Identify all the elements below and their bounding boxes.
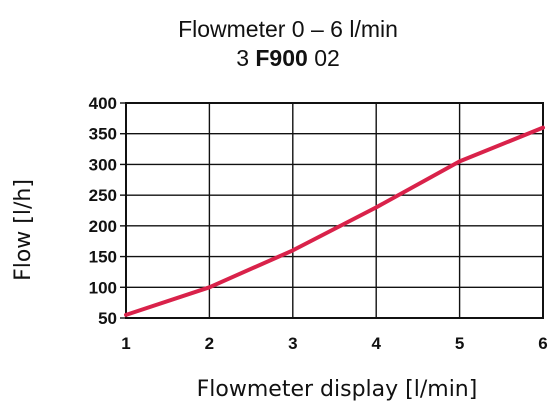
y-tick-label: 200: [89, 217, 117, 236]
axis-ticks: 1 2 3 4 5 6 50 100 150 200 250 300 350 400: [89, 94, 548, 353]
x-tick-label: 4: [371, 334, 381, 353]
x-tick-label: 5: [455, 334, 464, 353]
chart-title-prefix: 3: [236, 45, 255, 71]
x-tick-label: 1: [121, 334, 130, 353]
chart-title-line2: 3 F900 02: [236, 45, 340, 71]
y-tick-label: 350: [89, 125, 117, 144]
chart-title-line1: Flowmeter 0 – 6 l/min: [178, 16, 398, 42]
grid: [125, 102, 544, 319]
x-tick-label: 2: [205, 334, 214, 353]
y-tick-label: 100: [89, 278, 117, 297]
y-tick-label: 50: [98, 309, 117, 328]
chart-title-model: F900: [255, 45, 307, 71]
x-axis-label: Flowmeter display [l/min]: [197, 377, 478, 402]
plot-frame: [125, 102, 544, 319]
y-tick-label: 150: [89, 248, 117, 267]
flow-series-line: [124, 125, 545, 317]
x-tick-label: 3: [288, 334, 297, 353]
y-tick-label: 250: [89, 186, 117, 205]
y-axis-label: Flow [l/h]: [11, 179, 36, 281]
y-tick-label: 300: [89, 155, 117, 174]
x-tick-label: 6: [538, 334, 547, 353]
y-tick-label: 400: [89, 94, 117, 113]
chart-title-suffix: 02: [308, 45, 340, 71]
data-series: [124, 125, 545, 317]
